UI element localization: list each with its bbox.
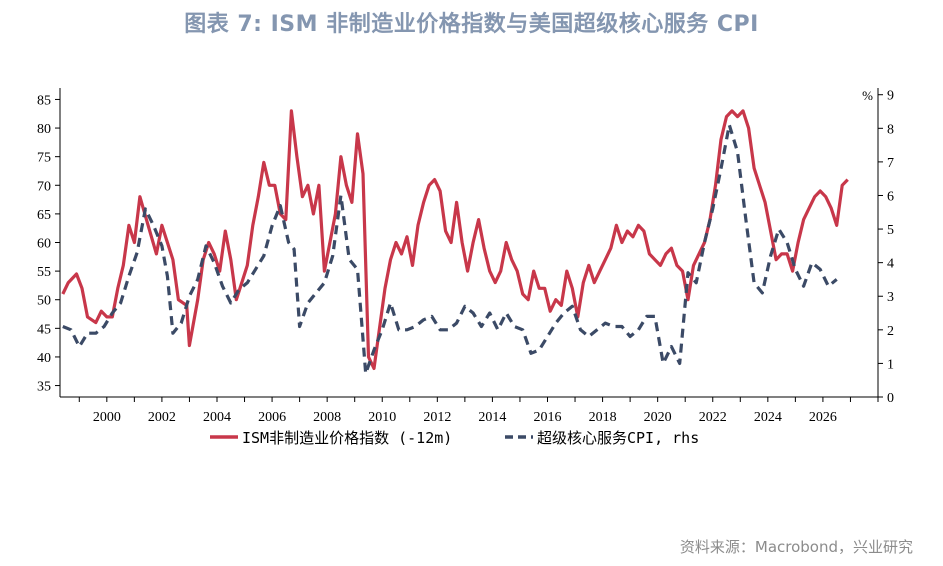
right-y-tick-label: 4: [887, 257, 894, 272]
left-y-tick-label: 35: [37, 380, 51, 395]
right-y-tick-label: 0: [887, 391, 894, 406]
chart-legend: ISM非制造业价格指数 (-12m) 超级核心服务CPI, rhs: [210, 429, 699, 447]
series-layer: [61, 109, 849, 376]
right-y-tick-label: 9: [887, 89, 894, 104]
legend-cpi-label: 超级核心服务CPI, rhs: [537, 429, 699, 447]
x-tick-label: 2004: [203, 410, 231, 425]
x-tick-label: 2014: [478, 410, 506, 425]
x-tick-label: 2002: [148, 410, 176, 425]
x-tick-label: 2022: [699, 410, 727, 425]
series-ism-line: [61, 109, 849, 370]
chart-title: 图表 7: ISM 非制造业价格指数与美国超级核心服务 CPI: [184, 12, 759, 37]
x-tick-label: 2016: [533, 410, 561, 425]
left-y-tick-label: 55: [37, 265, 51, 280]
series-cpi-line: [62, 123, 838, 376]
left-y-tick-label: 65: [37, 208, 51, 223]
right-y-tick-label: 3: [887, 290, 894, 305]
right-y-tick-label: 7: [887, 156, 894, 171]
right-y-tick-label: 6: [887, 189, 894, 204]
right-y-tick-label: 2: [887, 324, 894, 339]
left-y-tick-label: 40: [37, 351, 51, 366]
legend-ism-label: ISM非制造业价格指数 (-12m): [242, 429, 452, 447]
left-y-tick-label: 60: [37, 237, 51, 252]
x-tick-label: 2026: [809, 410, 837, 425]
right-y-tick-label: 8: [887, 122, 894, 137]
x-tick-label: 2024: [754, 410, 782, 425]
left-y-tick-label: 50: [37, 294, 51, 309]
right-y-tick-label: 5: [887, 223, 894, 238]
left-y-tick-label: 80: [37, 122, 51, 137]
source-note: 资料来源：Macrobond，兴业研究: [679, 538, 913, 556]
x-tick-label: 2008: [313, 410, 341, 425]
x-tick-label: 2006: [258, 410, 286, 425]
x-tick-label: 2010: [368, 410, 396, 425]
x-tick-label: 2020: [644, 410, 672, 425]
left-y-tick-label: 85: [37, 93, 51, 108]
left-y-tick-label: 70: [37, 179, 51, 194]
right-y-unit-label: %: [862, 88, 873, 103]
left-y-tick-label: 75: [37, 151, 51, 166]
right-y-tick-label: 1: [887, 357, 894, 372]
left-y-tick-label: 45: [37, 322, 51, 337]
x-tick-label: 2000: [93, 410, 121, 425]
x-tick-label: 2012: [423, 410, 451, 425]
x-tick-label: 2018: [589, 410, 617, 425]
